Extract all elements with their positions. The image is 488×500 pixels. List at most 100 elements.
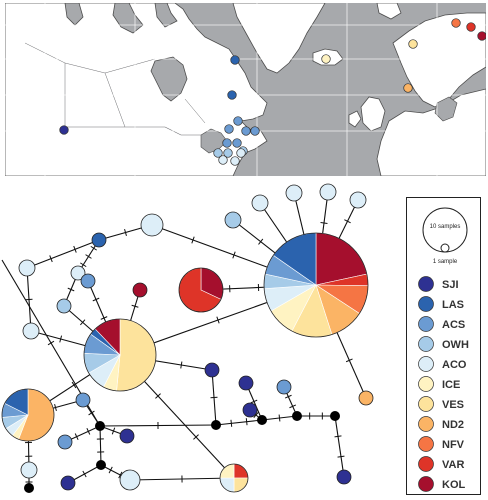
mutation-tick xyxy=(210,396,218,399)
map-site-owh xyxy=(223,148,233,158)
haplotype-slice-sji xyxy=(60,475,76,491)
haplotype-slice-las xyxy=(91,232,107,248)
haplotype-outline xyxy=(263,232,369,338)
haplotype-h18 xyxy=(132,282,148,298)
legend-item-sji: SJI xyxy=(418,276,459,292)
mutation-tick xyxy=(74,433,79,441)
haplotype-outline xyxy=(219,463,249,493)
median-vector-node xyxy=(211,420,221,430)
legend-swatch-ice xyxy=(418,376,434,392)
haplotype-h4 xyxy=(178,267,224,313)
map-land-ireland xyxy=(348,110,362,128)
haplotype-h20 xyxy=(238,375,254,391)
mutation-tick xyxy=(344,219,351,224)
mutation-tick xyxy=(82,470,87,478)
haplotype-slice-sji xyxy=(204,362,220,378)
haplotype-slice-sji xyxy=(238,375,254,391)
legend-swatch-sji xyxy=(418,276,434,292)
haplotype-slice-sji xyxy=(242,402,258,418)
haplotype-slice-nd2 xyxy=(358,390,374,406)
map-arctic-channel xyxy=(64,3,84,26)
map-site-acs xyxy=(232,138,242,148)
map-land-svalbard xyxy=(376,3,402,20)
mutation-tick xyxy=(71,381,77,389)
map-site-acs xyxy=(250,126,260,136)
map-site-sji xyxy=(59,125,69,135)
map-site-kol xyxy=(477,31,486,41)
map-site-owh xyxy=(213,148,223,158)
haplotype-h5 xyxy=(219,463,249,493)
mutation-tick xyxy=(289,404,297,409)
legend: 10 samples 1 sample SJI LAS ACS OWH ACO ICE VE… xyxy=(406,197,481,495)
legend-item-ice: ICE xyxy=(418,376,460,392)
haplotype-slice-aco xyxy=(70,265,86,281)
network-svg xyxy=(1,183,374,493)
haplotype-slice-owh xyxy=(224,211,242,229)
haplotype-h2 xyxy=(83,318,157,392)
mutation-tick xyxy=(191,236,195,244)
legend-swatch-las xyxy=(418,296,434,312)
legend-scale-small-label: 1 sample xyxy=(433,259,458,265)
mutation-tick xyxy=(88,410,95,416)
haplotype-slice-aco xyxy=(18,259,36,277)
network-edge xyxy=(99,425,102,466)
haplotype-slice-acs xyxy=(80,273,96,289)
mutation-tick xyxy=(193,434,199,440)
mutation-tick xyxy=(90,245,97,251)
sampling-map xyxy=(5,3,486,176)
haplotype-slice-sji xyxy=(119,428,135,444)
map-site-ves xyxy=(408,39,418,49)
mutation-tick xyxy=(47,340,55,346)
legend-swatch-acs xyxy=(418,316,434,332)
haplotype-outline xyxy=(178,267,224,313)
legend-label-owh: OWH xyxy=(442,339,469,351)
haplotype-h24 xyxy=(358,390,374,406)
map-land-greenland xyxy=(232,3,326,74)
map-site-var xyxy=(466,22,476,32)
mutation-tick xyxy=(118,471,123,479)
haplotype-slice-aco xyxy=(20,461,38,479)
mutation-tick xyxy=(337,455,345,458)
map-site-acs xyxy=(241,126,251,136)
mutation-tick xyxy=(49,255,53,263)
mutation-tick xyxy=(86,427,91,435)
legend-label-sji: SJI xyxy=(442,279,459,291)
mutation-tick xyxy=(320,222,328,224)
map-site-acs xyxy=(233,116,243,126)
legend-swatch-kol xyxy=(418,476,434,492)
haplotype-h26 xyxy=(75,392,91,408)
mutation-tick xyxy=(334,435,342,438)
legend-label-nd2: ND2 xyxy=(442,419,464,431)
mutation-tick xyxy=(85,254,92,259)
legend-item-ves: VES xyxy=(418,396,464,412)
mutation-tick xyxy=(73,245,77,253)
map-site-aco xyxy=(230,156,240,166)
haplotype-h17 xyxy=(22,322,40,340)
haplotype-h6 xyxy=(285,184,303,202)
legend-scale-large-label: 10 samples xyxy=(430,224,461,230)
median-vector-node xyxy=(292,411,302,421)
network-nodes xyxy=(1,183,374,493)
legend-swatch-var xyxy=(418,456,434,472)
legend-items: SJI LAS ACS OWH ACO ICE VES ND2 NFV VAR KOL xyxy=(418,276,469,492)
mutation-tick xyxy=(54,403,57,412)
haplotype-slice-acs xyxy=(75,392,91,408)
mutation-tick xyxy=(253,411,259,419)
legend-swatch-owh xyxy=(418,336,434,352)
haplotype-slice-sji xyxy=(336,469,352,485)
mutation-tick xyxy=(59,335,63,343)
map-site-ice xyxy=(321,54,331,64)
haplotype-h13 xyxy=(70,265,86,281)
median-vector-node xyxy=(96,460,106,470)
legend-label-aco: ACO xyxy=(442,359,467,371)
haplotype-slice-aco xyxy=(140,213,164,237)
mutation-tick xyxy=(67,287,75,292)
haplotype-h11 xyxy=(140,213,164,237)
map-land-british-isles xyxy=(360,96,386,132)
legend-swatch-nfv xyxy=(418,436,434,452)
mutation-tick xyxy=(345,358,353,363)
mutation-tick xyxy=(180,361,183,369)
map-site-las xyxy=(230,55,240,65)
haplotype-h15 xyxy=(56,298,72,314)
